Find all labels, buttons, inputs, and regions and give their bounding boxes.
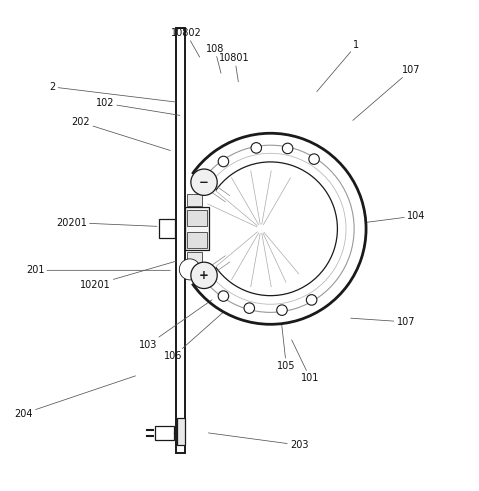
Text: 203: 203 [208, 433, 308, 450]
Text: 101: 101 [292, 340, 319, 383]
Text: 201: 201 [26, 265, 171, 275]
Circle shape [244, 303, 254, 313]
Text: 107: 107 [351, 317, 415, 327]
Text: +: + [199, 269, 209, 282]
Text: 202: 202 [72, 117, 171, 151]
Text: 204: 204 [14, 376, 136, 419]
Text: 103: 103 [138, 300, 212, 350]
Bar [177, 418, 184, 445]
Bar [187, 210, 206, 226]
Text: 1: 1 [317, 40, 360, 92]
Text: 106: 106 [164, 312, 223, 361]
Bar [187, 252, 202, 264]
Text: 2: 2 [49, 82, 176, 102]
Text: 105: 105 [277, 324, 296, 371]
Bar [176, 28, 185, 453]
Bar [159, 219, 175, 238]
Bar [155, 426, 174, 440]
Text: 10201: 10201 [80, 261, 176, 290]
Circle shape [251, 142, 262, 153]
Text: 20201: 20201 [56, 218, 157, 227]
Circle shape [179, 259, 200, 280]
Circle shape [218, 291, 228, 301]
Text: 107: 107 [353, 65, 421, 120]
Circle shape [218, 156, 228, 167]
Circle shape [283, 143, 293, 154]
Text: −: − [199, 176, 209, 189]
Text: 10802: 10802 [171, 28, 201, 57]
Text: 102: 102 [96, 98, 180, 115]
Circle shape [191, 262, 217, 289]
Circle shape [191, 169, 217, 195]
Circle shape [309, 154, 319, 164]
Bar [185, 207, 209, 250]
Bar [187, 194, 202, 206]
Text: 104: 104 [366, 211, 425, 222]
Circle shape [277, 305, 287, 315]
Bar [187, 232, 206, 248]
Circle shape [307, 295, 317, 305]
Text: 108: 108 [205, 44, 224, 73]
Text: 10801: 10801 [219, 54, 250, 82]
